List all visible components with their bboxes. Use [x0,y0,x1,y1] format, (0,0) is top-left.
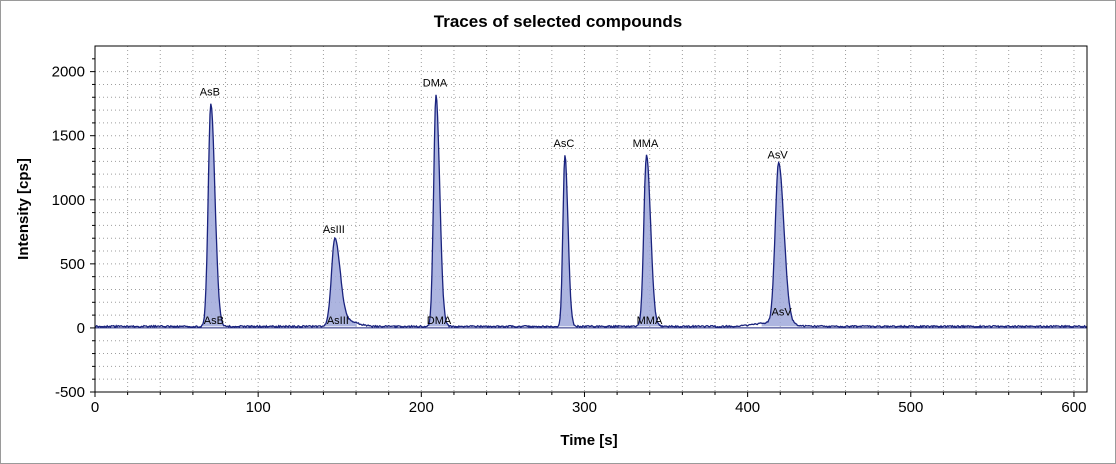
series-trace [94,94,1088,329]
x-tick-label: 500 [898,399,923,416]
plot-area [95,46,1087,392]
x-axis-label: Time [s] [560,432,617,449]
peak-fill-asc [555,154,578,327]
peak-label-asv: AsV [768,149,789,161]
peak-fills [197,94,801,327]
y-tick-label: 1000 [52,192,85,209]
y-tick-label: 0 [77,320,85,337]
x-tick-label: 600 [1061,399,1086,416]
baseline-label-asiii: AsIII [327,315,349,327]
peak-labels: AsB AsIII DMA AsC MMA AsV AsB AsIII DMA MMA AsV [200,78,793,328]
peak-label-asb: AsB [200,87,220,99]
peak-fill-asb [197,103,228,327]
peak-fill-asv [761,163,801,327]
x-tick-label: 100 [246,399,271,416]
x-tick-label: 200 [409,399,434,416]
peak-label-asc: AsC [554,138,575,150]
baseline-label-asb: AsB [204,315,224,327]
x-tick-label: 0 [91,399,99,416]
baseline-label-dma: DMA [427,315,452,327]
y-tick-label: 2000 [52,64,85,81]
peak-label-mma: MMA [633,138,659,150]
baseline-label-asv: AsV [772,306,793,318]
x-tick-label: 300 [572,399,597,416]
peak-fill-mma [633,154,664,327]
peak-label-dma: DMA [423,78,448,90]
y-tick-label: 1500 [52,128,85,145]
x-tick-label: 400 [735,399,760,416]
chart-title: Traces of selected compounds [433,12,683,31]
plot-border [94,45,1088,393]
y-axis-label: Intensity [cps] [15,158,32,260]
y-tick-label: 500 [60,256,85,273]
y-tick-label: -500 [55,384,85,401]
peak-label-asiii: AsIII [323,224,345,236]
ticks [90,58,1075,397]
peak-fill-asiii [317,238,357,327]
baseline-label-mma: MMA [637,315,663,327]
peak-fill-dma [424,94,452,327]
